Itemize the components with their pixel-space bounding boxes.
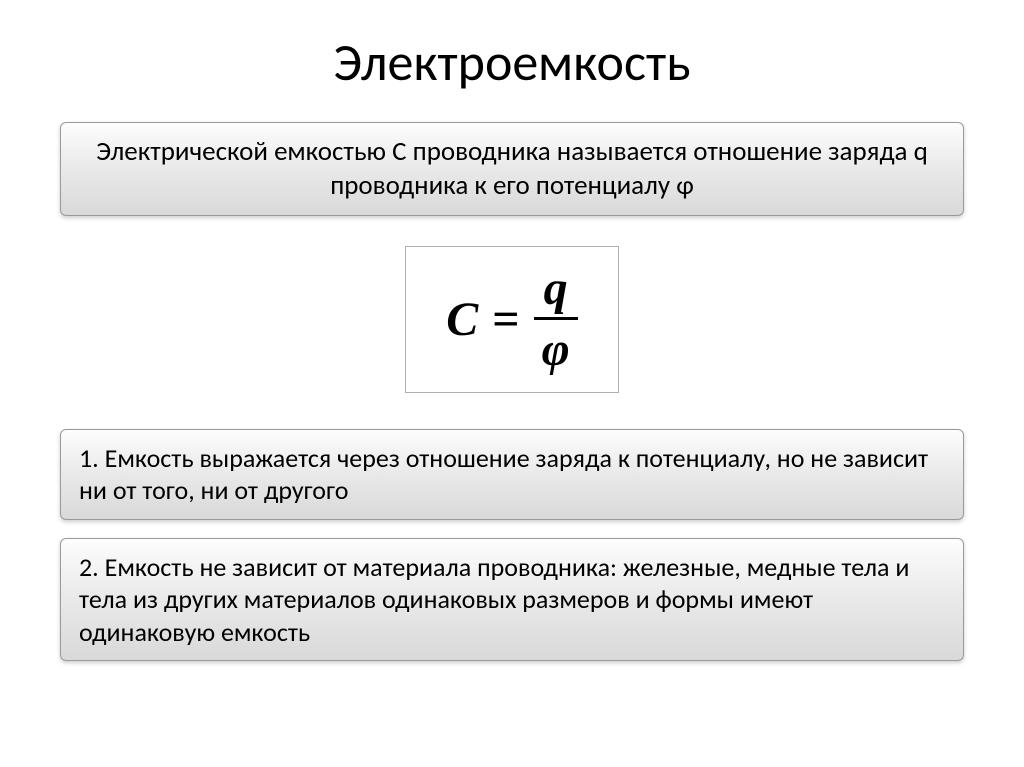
fraction-denominator: φ (534, 317, 578, 374)
slide-title: Электроемкость (60, 30, 964, 94)
point-text-1: 1. Емкость выражается через отношение за… (79, 442, 928, 507)
equals-sign: = (492, 292, 519, 347)
definition-text: Электрической емкостью С проводника назы… (96, 135, 928, 202)
point-text-2: 2. Емкость не зависит от материала прово… (79, 551, 909, 648)
fraction: q φ (534, 265, 578, 374)
formula-lhs: C (446, 292, 478, 347)
slide: Электроемкость Электрической емкостью С … (0, 0, 1024, 767)
definition-box: Электрической емкостью С проводника назы… (60, 122, 964, 216)
formula-box: C = q φ (405, 246, 618, 393)
formula: C = q φ (446, 265, 577, 374)
point-box-2: 2. Емкость не зависит от материала прово… (60, 538, 964, 662)
point-box-1: 1. Емкость выражается через отношение за… (60, 429, 964, 520)
fraction-numerator: q (536, 265, 576, 317)
formula-container: C = q φ (60, 246, 964, 393)
